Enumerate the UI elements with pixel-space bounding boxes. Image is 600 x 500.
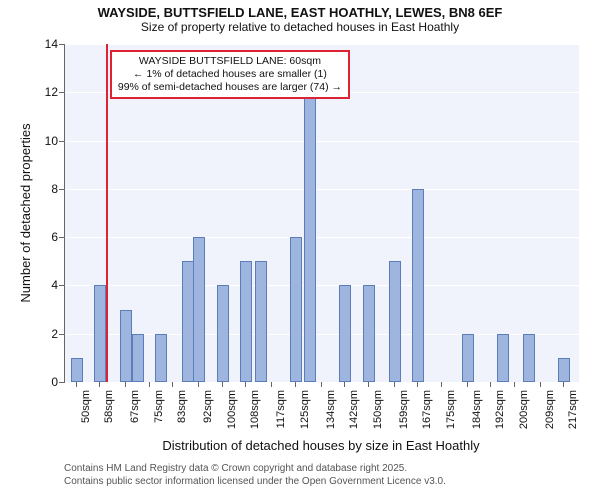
histogram-bar <box>120 310 132 382</box>
x-tick-mark <box>321 382 322 387</box>
annotation-box: WAYSIDE BUTTSFIELD LANE: 60sqm← 1% of de… <box>110 50 350 99</box>
y-tick-label: 10 <box>36 134 58 148</box>
x-tick-label: 75sqm <box>153 390 165 434</box>
x-tick-label: 184sqm <box>471 390 483 434</box>
gridline <box>65 44 579 45</box>
x-tick-mark <box>149 382 150 387</box>
x-tick-label: 150sqm <box>372 390 384 434</box>
x-tick-mark <box>514 382 515 387</box>
x-tick-mark <box>368 382 369 387</box>
y-tick-mark <box>59 382 64 383</box>
x-tick-label: 50sqm <box>80 390 92 434</box>
x-tick-label: 134sqm <box>325 390 337 434</box>
y-tick-label: 14 <box>36 37 58 51</box>
title-line-1: WAYSIDE, BUTTSFIELD LANE, EAST HOATHLY, … <box>0 6 600 21</box>
x-tick-mark <box>245 382 246 387</box>
y-tick-mark <box>59 44 64 45</box>
x-tick-mark <box>563 382 564 387</box>
gridline <box>65 141 579 142</box>
x-tick-label: 159sqm <box>398 390 410 434</box>
y-tick-label: 2 <box>36 327 58 341</box>
x-tick-mark <box>172 382 173 387</box>
annotation-line-2: ← 1% of detached houses are smaller (1) <box>118 68 342 81</box>
y-tick-mark <box>59 285 64 286</box>
x-tick-label: 217sqm <box>567 390 579 434</box>
y-tick-label: 8 <box>36 182 58 196</box>
histogram-bar <box>193 237 205 382</box>
x-tick-label: 92sqm <box>202 390 214 434</box>
x-tick-mark <box>76 382 77 387</box>
x-tick-label: 167sqm <box>421 390 433 434</box>
x-tick-label: 175sqm <box>445 390 457 434</box>
gridline <box>65 285 579 286</box>
x-tick-mark <box>394 382 395 387</box>
histogram-bar <box>217 285 229 382</box>
x-tick-mark <box>125 382 126 387</box>
x-tick-label: 209sqm <box>544 390 556 434</box>
annotation-line-1: WAYSIDE BUTTSFIELD LANE: 60sqm <box>118 55 342 68</box>
y-tick-mark <box>59 189 64 190</box>
x-tick-label: 108sqm <box>249 390 261 434</box>
x-axis-label: Distribution of detached houses by size … <box>64 438 578 453</box>
x-tick-label: 67sqm <box>129 390 141 434</box>
x-tick-label: 142sqm <box>348 390 360 434</box>
footer-line-2: Contains public sector information licen… <box>64 475 446 488</box>
x-tick-label: 192sqm <box>494 390 506 434</box>
y-tick-label: 4 <box>36 278 58 292</box>
x-tick-mark <box>490 382 491 387</box>
histogram-bar <box>558 358 570 382</box>
histogram-bar <box>155 334 167 382</box>
x-tick-mark <box>198 382 199 387</box>
title-line-2: Size of property relative to detached ho… <box>0 21 600 35</box>
histogram-bar <box>304 92 316 382</box>
x-tick-mark <box>441 382 442 387</box>
histogram-bar <box>132 334 144 382</box>
gridline <box>65 237 579 238</box>
plot-area: WAYSIDE BUTTSFIELD LANE: 60sqm← 1% of de… <box>64 44 579 383</box>
histogram-bar <box>497 334 509 382</box>
x-tick-mark <box>344 382 345 387</box>
y-tick-mark <box>59 92 64 93</box>
y-tick-label: 12 <box>36 85 58 99</box>
x-tick-label: 58sqm <box>103 390 115 434</box>
x-tick-mark <box>467 382 468 387</box>
x-tick-mark <box>271 382 272 387</box>
x-tick-label: 117sqm <box>275 390 287 434</box>
histogram-bar <box>339 285 351 382</box>
histogram-bar <box>412 189 424 382</box>
gridline <box>65 189 579 190</box>
y-tick-mark <box>59 141 64 142</box>
histogram-bar <box>290 237 302 382</box>
footer-line-1: Contains HM Land Registry data © Crown c… <box>64 462 446 475</box>
y-tick-mark <box>59 237 64 238</box>
x-tick-label: 83sqm <box>176 390 188 434</box>
chart-title: WAYSIDE, BUTTSFIELD LANE, EAST HOATHLY, … <box>0 0 600 35</box>
annotation-line-3: 99% of semi-detached houses are larger (… <box>118 81 342 94</box>
histogram-bar <box>240 261 252 382</box>
y-tick-label: 0 <box>36 375 58 389</box>
x-tick-label: 100sqm <box>226 390 238 434</box>
x-tick-mark <box>540 382 541 387</box>
y-tick-mark <box>59 334 64 335</box>
histogram-bar <box>363 285 375 382</box>
histogram-bar <box>255 261 267 382</box>
gridline <box>65 382 579 383</box>
y-axis-label: Number of detached properties <box>18 113 33 313</box>
x-tick-mark <box>99 382 100 387</box>
x-tick-mark <box>222 382 223 387</box>
histogram-bar <box>94 285 106 382</box>
x-tick-label: 200sqm <box>518 390 530 434</box>
histogram-bar <box>462 334 474 382</box>
histogram-bar <box>523 334 535 382</box>
footer-attribution: Contains HM Land Registry data © Crown c… <box>64 462 446 488</box>
reference-line <box>106 44 108 382</box>
chart-container: WAYSIDE, BUTTSFIELD LANE, EAST HOATHLY, … <box>0 0 600 500</box>
y-tick-label: 6 <box>36 230 58 244</box>
x-tick-mark <box>295 382 296 387</box>
x-tick-mark <box>417 382 418 387</box>
histogram-bar <box>71 358 83 382</box>
x-tick-label: 125sqm <box>299 390 311 434</box>
histogram-bar <box>182 261 194 382</box>
histogram-bar <box>389 261 401 382</box>
